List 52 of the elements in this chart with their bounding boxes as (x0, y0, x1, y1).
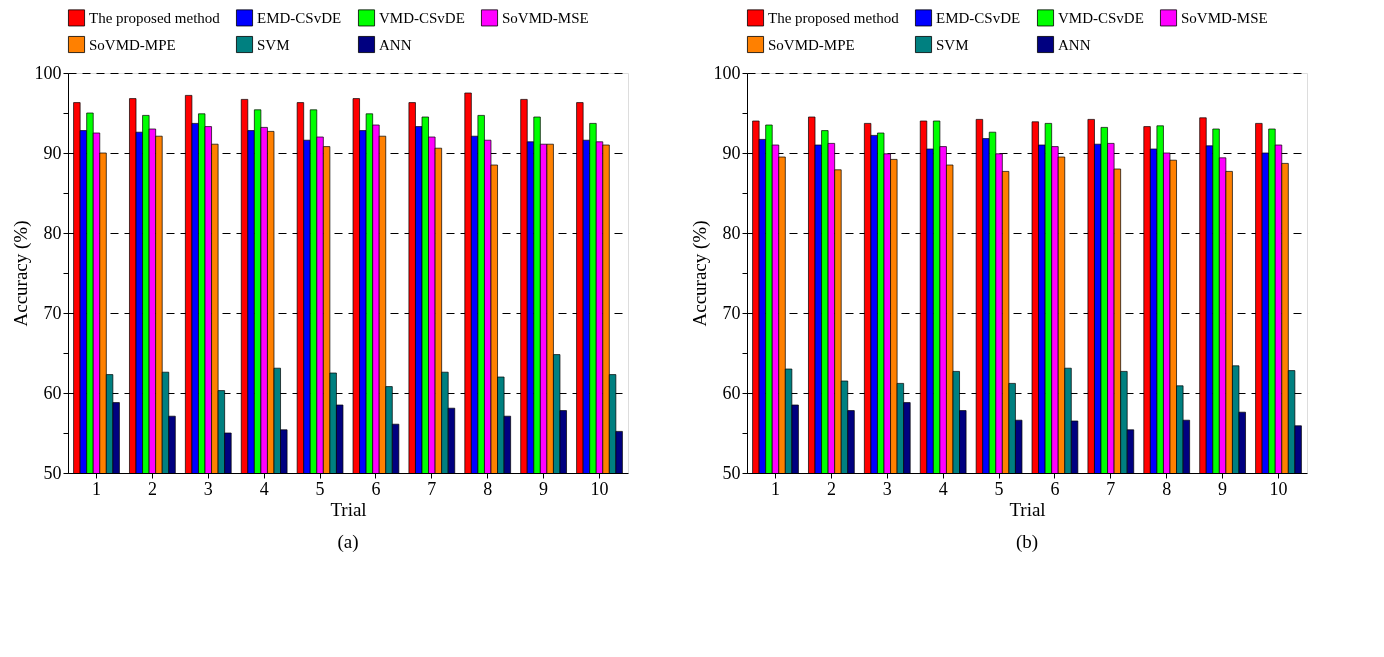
x-tick-label: 8 (1162, 478, 1172, 499)
legend-label: EMD-CSvDE (936, 9, 1021, 26)
x-tick-label: 1 (92, 478, 101, 499)
y-tick-label: 70 (43, 302, 62, 323)
y-axis-title: Accuracy (%) (688, 220, 711, 327)
y-tick-label: 100 (713, 62, 741, 83)
legend-label: VMD-CSvDE (379, 9, 465, 26)
text: (a) (337, 531, 359, 553)
x-tick-label: 9 (1218, 478, 1228, 499)
x-tick-label: 6 (371, 478, 381, 499)
x-tick-label: 8 (483, 478, 493, 499)
legend-label: EMD-CSvDE (257, 9, 342, 26)
x-tick-label: 10 (1269, 478, 1288, 499)
y-tick-label: 80 (43, 222, 62, 243)
x-tick-label: 10 (590, 478, 609, 499)
legend-label: The proposed method (89, 9, 221, 26)
x-axis-title: Trial (330, 498, 367, 520)
y-tick-label: 50 (43, 462, 62, 483)
legend-label: ANN (1058, 36, 1091, 53)
legend-label: VMD-CSvDE (1058, 9, 1144, 26)
x-tick-label: 5 (994, 478, 1004, 499)
x-tick-label: 7 (427, 478, 437, 499)
y-tick-label: 70 (722, 302, 741, 323)
x-tick-label: 3 (203, 478, 213, 499)
y-tick-label: 90 (43, 142, 62, 163)
x-tick-label: 1 (771, 478, 780, 499)
x-tick-label: 4 (259, 478, 269, 499)
x-tick-label: 2 (147, 478, 157, 499)
x-tick-label: 7 (1106, 478, 1116, 499)
legend-label: SoVMD-MSE (1181, 9, 1268, 26)
y-tick-label: 60 (722, 382, 741, 403)
x-tick-label: 2 (826, 478, 836, 499)
legend-label: SVM (936, 36, 969, 53)
legend-label: SoVMD-MPE (768, 36, 855, 53)
y-tick-label: 60 (43, 382, 62, 403)
y-tick-label: 80 (722, 222, 741, 243)
x-tick-label: 4 (938, 478, 948, 499)
y-tick-label: 90 (722, 142, 741, 163)
legend-label: ANN (379, 36, 412, 53)
y-axis-title: Accuracy (%) (9, 220, 32, 327)
x-axis-title: Trial (1009, 498, 1046, 520)
legend-label: SoVMD-MPE (89, 36, 176, 53)
x-tick-label: 3 (882, 478, 892, 499)
legend-label: SVM (257, 36, 290, 53)
y-tick-label: 100 (34, 62, 62, 83)
x-tick-label: 5 (315, 478, 325, 499)
text: (b) (1015, 531, 1039, 553)
x-tick-label: 6 (1050, 478, 1060, 499)
x-tick-label: 9 (539, 478, 549, 499)
legend-label: SoVMD-MSE (502, 9, 589, 26)
legend-label: The proposed method (768, 9, 900, 26)
y-tick-label: 50 (722, 462, 741, 483)
